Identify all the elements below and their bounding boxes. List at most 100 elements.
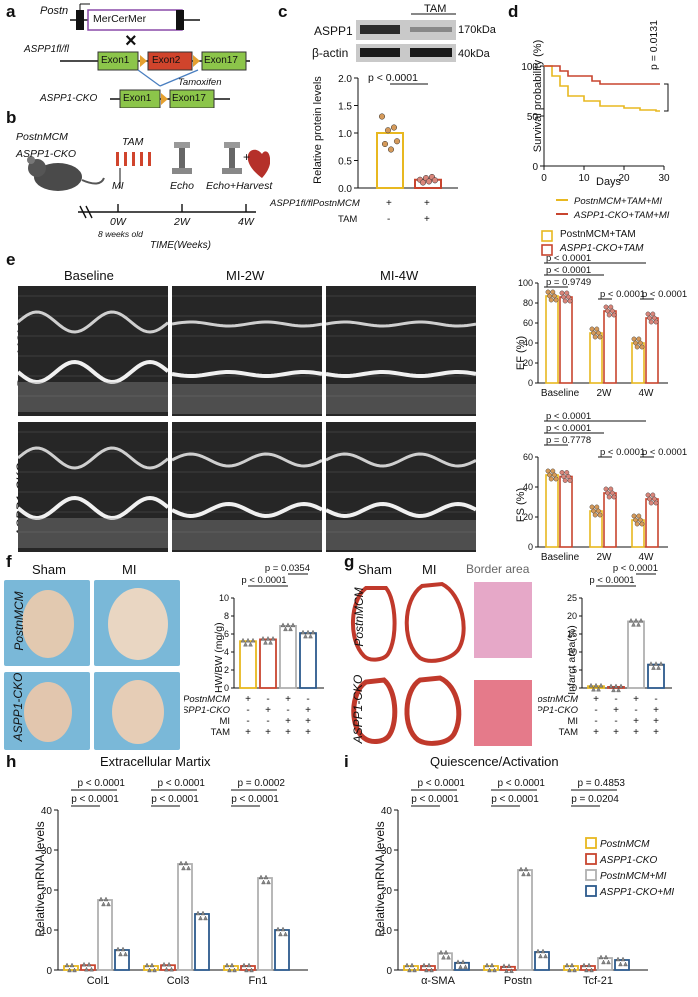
g-ytick-label: 15: [567, 629, 577, 639]
h-point: [86, 961, 92, 967]
ef-point: [553, 297, 559, 303]
c-row2-v2: +: [424, 214, 430, 225]
f-point: [300, 629, 306, 635]
echo-wall-anterior: [18, 310, 168, 334]
i-point: [581, 962, 587, 968]
g-row-value: +: [653, 716, 659, 727]
g-row-label: ASPP1-CKO: [538, 705, 579, 716]
ef-point: [651, 315, 657, 321]
e-col-mi2w: MI-2W: [226, 268, 265, 283]
chart-d: 0 50 100 0 10 20 30: [521, 62, 670, 215]
fs-xtick-label: 4W: [639, 552, 655, 563]
cross-symbol: ×: [125, 30, 137, 52]
fs-point: [596, 508, 601, 514]
h-bar: [97, 899, 113, 971]
ef-point: [653, 319, 659, 325]
f-ytick-label: 4: [224, 647, 229, 657]
tick-0w: 0W: [110, 216, 126, 228]
h-point: [98, 896, 104, 902]
g-point: [653, 661, 659, 666]
f-row-label: ASPP1-CKO: [184, 705, 231, 716]
fs-point: [594, 504, 600, 510]
fs-xtick-label: 2W: [597, 552, 613, 563]
echo-cko-mi2w: [172, 422, 322, 552]
h-point: [69, 962, 75, 968]
i-point: [569, 962, 575, 968]
f-row2-label: ASPP1-CKO: [11, 672, 25, 742]
i-point: [506, 963, 512, 968]
f-row-value: +: [285, 716, 291, 727]
f-p-value-1: p < 0.0001: [241, 575, 286, 586]
ef-point: [650, 311, 656, 317]
i-point: [504, 968, 509, 973]
g-row-value: -: [654, 694, 657, 705]
c-point: [384, 127, 392, 134]
echo-bg: [172, 286, 322, 416]
h-point: [258, 874, 264, 880]
i-point: [421, 962, 427, 968]
i-point: [586, 962, 592, 968]
ef-point: [610, 308, 615, 314]
exon17-cko-label: Exon17: [172, 93, 206, 104]
g-ytick-label: 25: [567, 593, 577, 603]
f-row-value: +: [305, 705, 311, 716]
f-row-value: -: [246, 716, 249, 727]
i-p-top: p = 0.4853: [577, 778, 625, 789]
fs-point: [610, 490, 615, 496]
fs-point: [567, 478, 573, 483]
i-ytick-label: 40: [381, 806, 393, 817]
g-point: [598, 682, 604, 688]
f-row-value: -: [286, 705, 289, 716]
fs-bar: [645, 498, 659, 548]
i-point: [623, 961, 628, 967]
i-point: [543, 953, 548, 959]
i-point: [429, 967, 434, 973]
tick-4w: 4W: [238, 216, 254, 228]
h-p-top: p < 0.0001: [157, 778, 205, 789]
panel-b-timeline: PostnMCM ASPP1-CKO TAM MI Echo + Echo+Ha…: [0, 112, 273, 252]
g-row-value: +: [613, 727, 619, 738]
f-row1-label: PostnMCM: [12, 591, 26, 651]
heart-photo-cko-sham: [4, 672, 90, 750]
g-row-value: -: [614, 694, 617, 705]
c-kda40-label: 40kDa: [458, 48, 490, 60]
g-row-value: +: [593, 727, 599, 738]
g-row-label: PostnMCM: [538, 694, 578, 705]
c-ytick-label: 1.5: [338, 102, 352, 113]
i-point: [535, 948, 541, 954]
ef-bar: [589, 332, 603, 384]
g-row-label: TAM: [559, 727, 578, 738]
h-point: [72, 967, 77, 973]
d-ytick-label: 0: [532, 162, 538, 173]
i-point: [446, 954, 451, 960]
h-point: [244, 967, 249, 973]
ef-point: [566, 294, 571, 300]
ef-p-value: p = 0.9749: [546, 277, 591, 288]
ef-point: [639, 344, 645, 350]
echo-wall-anterior: [172, 452, 322, 468]
c-ytick-label: 0.0: [338, 184, 352, 195]
h-point: [81, 961, 87, 967]
f-row-value: +: [265, 727, 271, 738]
f-mi-label: MI: [122, 562, 137, 577]
h-point: [200, 910, 206, 916]
h-point: [103, 896, 109, 902]
h-p-bot: p < 0.0001: [231, 794, 279, 805]
panel-i: Quiescence/Activation 0 10 20 30 40 α-SMA p < …: [340, 752, 698, 992]
echo-harvest-label: Echo+Harvest: [206, 180, 273, 192]
fs-point: [645, 492, 651, 498]
fs-point: [597, 512, 603, 518]
g-point: [588, 682, 594, 688]
c-row1-v1: +: [386, 198, 392, 209]
chart-h: 0 10 20 30 40 Col1 p < 0.0001 p < 0.0001 Col3 p <…: [41, 778, 308, 987]
ef-p-value: p < 0.0001: [546, 265, 591, 276]
f-row-value: +: [305, 716, 311, 727]
f-row-value: +: [245, 727, 251, 738]
i-point: [572, 967, 577, 973]
h-point: [106, 901, 111, 907]
g-row-value: -: [634, 705, 637, 716]
ef-point: [589, 326, 595, 332]
fs-point: [589, 504, 595, 510]
fs-ytick-label: 60: [523, 452, 533, 462]
